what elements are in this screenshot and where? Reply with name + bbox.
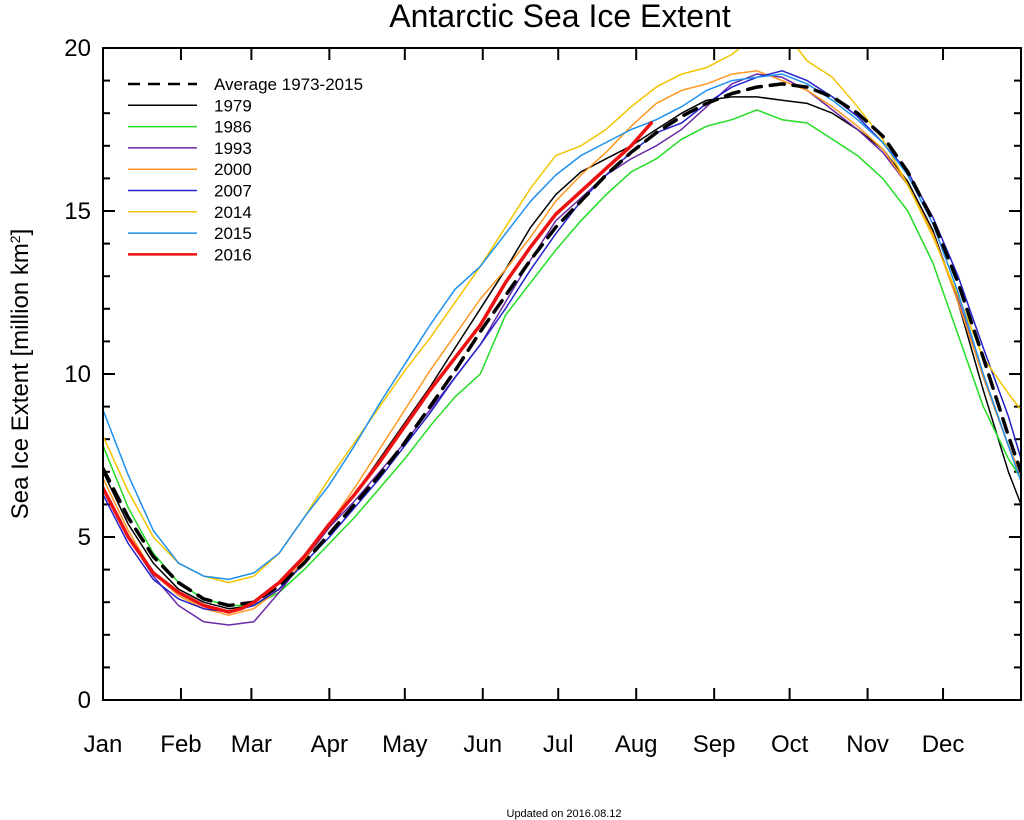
legend-label: 1979	[214, 96, 252, 115]
x-tick-label: Feb	[160, 731, 201, 758]
legend-label: Average 1973-2015	[214, 75, 363, 94]
updated-footer: Updated on 2016.08.12	[507, 808, 622, 820]
x-tick-label: Jan	[84, 731, 123, 758]
legend-label: 2014	[214, 203, 252, 222]
x-tick-label: May	[382, 731, 427, 758]
y-tick-label: 10	[64, 361, 91, 388]
axis-ticks: 0 5 10 15 20 Jan Feb Mar Apr May Jun Jul Aug Sep Oct No…	[64, 35, 1021, 758]
y-axis-label-superscript: 2	[7, 235, 23, 243]
chart-title: Antarctic Sea Ice Extent	[389, 0, 731, 34]
y-tick-label: 15	[64, 198, 91, 225]
y-axis-label-close: ]	[7, 229, 34, 236]
x-tick-label: Sep	[693, 731, 736, 758]
y-tick-label: 5	[78, 524, 91, 551]
x-tick-label: Jun	[463, 731, 502, 758]
legend-label: 2000	[214, 160, 252, 179]
x-tick-label: Jul	[543, 731, 574, 758]
series-line-2015	[103, 73, 1021, 581]
x-tick-label: Aug	[615, 731, 658, 758]
y-tick-label: 0	[78, 687, 91, 714]
series-line-1993	[103, 73, 1021, 626]
y-tick-label: 20	[64, 35, 91, 62]
x-tick-label: Dec	[922, 731, 965, 758]
series-line-2000	[103, 70, 1021, 616]
legend-label: 2015	[214, 224, 252, 243]
x-tick-label: Oct	[771, 731, 809, 758]
series-lines	[103, 48, 1021, 626]
x-tick-label: Mar	[231, 731, 272, 758]
series-line-2016	[103, 121, 654, 614]
legend-label: 2016	[214, 245, 252, 264]
y-axis-label-text: Sea Ice Extent [million km	[7, 243, 34, 519]
legend-label: 2007	[214, 182, 252, 201]
x-tick-label: Nov	[846, 731, 889, 758]
svg-text:Sea Ice Extent [million km2]: Sea Ice Extent [million km2]	[7, 229, 34, 520]
x-tick-label: Apr	[311, 731, 348, 758]
y-axis-label: Sea Ice Extent [million km2]	[7, 229, 34, 520]
legend-label: 1993	[214, 139, 252, 158]
legend-label: 1986	[214, 118, 252, 137]
legend: Average 1973-2015 1979 1986 1993 2000 2007 201…	[128, 75, 363, 264]
plot-frame	[102, 47, 1022, 701]
series-line-average-1973-2015	[103, 82, 1021, 608]
